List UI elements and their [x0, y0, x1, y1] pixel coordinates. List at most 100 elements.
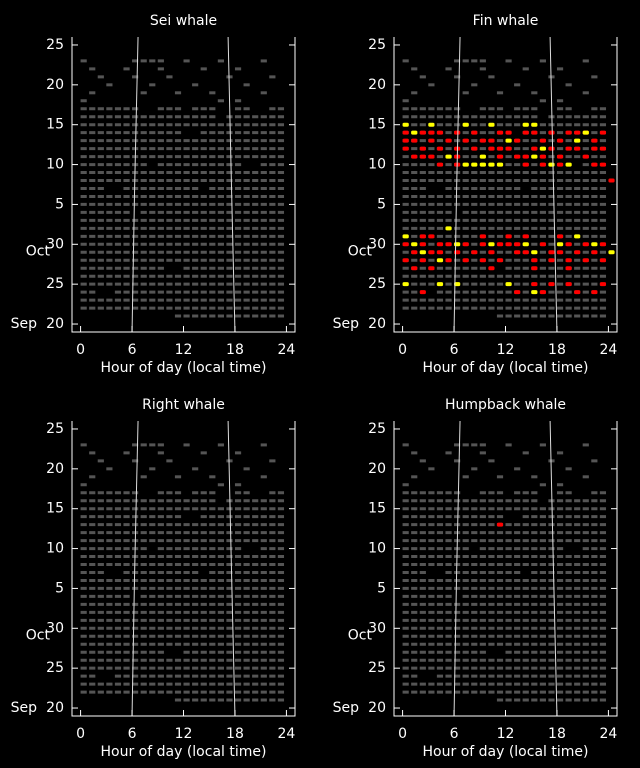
sunset-line [549, 420, 558, 717]
x-tick-label: 0 [76, 726, 85, 742]
detection [531, 130, 538, 135]
detection [402, 234, 409, 239]
detection [436, 146, 444, 151]
detection [436, 162, 444, 167]
month-label: Oct [348, 243, 373, 259]
y-tick-label: 30 [46, 620, 64, 636]
detection [548, 250, 555, 255]
detection [436, 250, 444, 255]
detection [454, 282, 461, 287]
detection [522, 162, 529, 167]
detection [505, 282, 512, 287]
panel-title: Sei whale [150, 13, 217, 29]
detection [436, 130, 444, 135]
detection [479, 162, 486, 167]
axis-frame [71, 421, 296, 717]
x-tick-label: 12 [497, 726, 515, 742]
month-label: Sep [11, 700, 38, 716]
y-tick-label: 20 [46, 461, 64, 477]
detection [488, 138, 495, 143]
y-tick-label: 10 [368, 541, 386, 557]
detection [419, 234, 426, 239]
x-tick-label: 6 [128, 342, 137, 358]
detection [539, 162, 546, 167]
detection [522, 130, 529, 135]
y-tick-label: 25 [46, 37, 64, 53]
x-tick-label: 0 [398, 726, 407, 742]
sunrise-line [131, 36, 139, 333]
detection [548, 282, 555, 287]
y-tick-label: 25 [368, 421, 386, 437]
x-tick-label: 12 [497, 342, 515, 358]
detection [514, 242, 521, 247]
detection [556, 162, 564, 167]
detection [608, 178, 615, 183]
x-tick-label: 12 [175, 726, 193, 742]
detection [565, 242, 572, 247]
detection [488, 162, 495, 167]
y-tick-label: 20 [368, 461, 386, 477]
x-axis-label: Hour of day (local time) [101, 360, 267, 376]
detection [539, 154, 546, 159]
x-axis-label: Hour of day (local time) [423, 744, 589, 760]
panel-title: Right whale [142, 397, 225, 413]
detection [411, 138, 418, 143]
detection [574, 250, 581, 255]
detection [574, 138, 581, 143]
detection [531, 154, 538, 159]
detection [522, 154, 529, 159]
y-tick-label: 15 [46, 117, 64, 133]
detection [488, 266, 495, 271]
detection [445, 154, 452, 159]
detection [428, 266, 435, 271]
x-tick-label: 18 [226, 342, 244, 358]
x-axis-label: Hour of day (local time) [101, 744, 267, 760]
detection [522, 122, 529, 127]
detection [505, 130, 512, 135]
y-tick-label: 5 [55, 580, 64, 596]
detection [419, 258, 426, 263]
detection [402, 258, 409, 263]
detection [436, 258, 444, 263]
detection [505, 242, 512, 247]
detection [531, 146, 538, 151]
detection [556, 234, 564, 239]
detection [599, 130, 607, 135]
detection [436, 242, 444, 247]
detection [462, 242, 469, 247]
y-tick-label: 20 [368, 316, 386, 332]
y-tick-label: 5 [377, 196, 386, 212]
detection [402, 138, 409, 143]
y-tick-label: 25 [368, 37, 386, 53]
x-tick-label: 18 [226, 726, 244, 742]
sunrise-line [453, 420, 461, 717]
detection [428, 234, 435, 239]
detection [462, 138, 469, 143]
detection [539, 242, 546, 247]
axis-frame [71, 37, 296, 333]
detection [454, 130, 461, 135]
y-tick-label: 30 [368, 620, 386, 636]
month-label: Sep [333, 316, 360, 332]
detection [402, 242, 409, 247]
detection [539, 138, 546, 143]
detection [471, 130, 478, 135]
detection [488, 250, 495, 255]
detection [445, 226, 452, 231]
detection [565, 266, 572, 271]
detection [591, 290, 598, 295]
detection [531, 258, 538, 263]
x-tick-label: 6 [450, 726, 459, 742]
panel: Fin whale Hour of day (local time) 0 6 12 18 2… [333, 13, 618, 376]
detection [531, 122, 538, 127]
detection [419, 130, 426, 135]
detection [608, 250, 615, 255]
detection [548, 130, 555, 135]
x-tick-label: 24 [278, 342, 296, 358]
detection [522, 250, 529, 255]
x-tick-label: 0 [76, 342, 85, 358]
detection [531, 266, 538, 271]
y-tick-label: 20 [368, 77, 386, 93]
detection [479, 154, 486, 159]
x-tick-label: 0 [398, 342, 407, 358]
